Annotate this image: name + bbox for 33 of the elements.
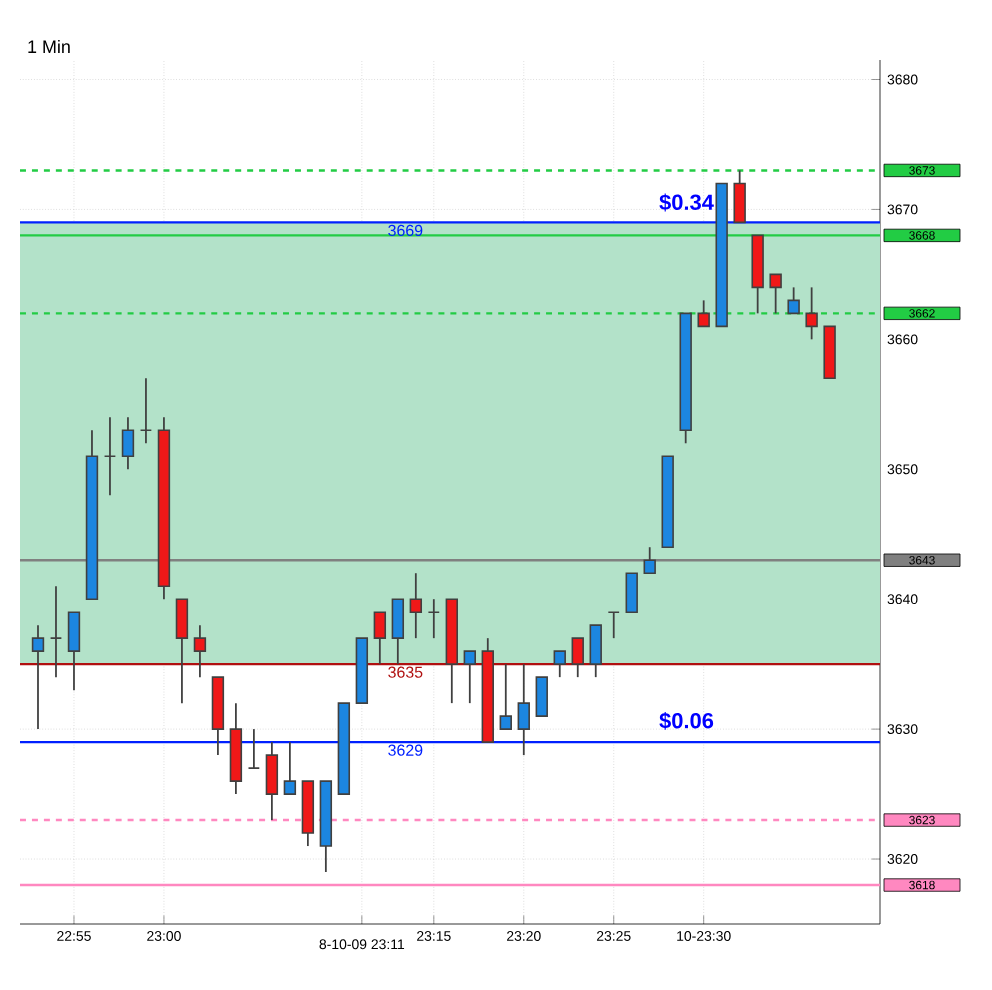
annotation: $0.06 xyxy=(659,711,714,730)
candlestick xyxy=(553,650,566,679)
candlestick xyxy=(589,624,602,679)
candlestick xyxy=(643,546,656,575)
candlestick xyxy=(391,598,405,666)
candlestick xyxy=(517,663,530,756)
candlestick xyxy=(139,377,153,445)
candlestick xyxy=(265,741,279,821)
annotation: $0.34 xyxy=(659,193,714,212)
candlestick xyxy=(283,741,297,795)
candlestick xyxy=(409,572,423,640)
chart-title: 1 Min xyxy=(28,39,70,53)
candlestick xyxy=(247,728,261,769)
candlestick xyxy=(769,273,782,315)
candlestick xyxy=(499,663,512,731)
candlestick xyxy=(373,611,387,666)
candlestick xyxy=(571,637,584,679)
candlestick xyxy=(805,286,818,341)
candlestick xyxy=(193,624,207,679)
candlestick xyxy=(607,611,620,640)
candlestick xyxy=(463,650,476,705)
candlestick xyxy=(697,299,710,328)
candlestick xyxy=(175,598,189,705)
candlestick xyxy=(67,611,81,692)
candlestick xyxy=(787,286,800,315)
candlestick xyxy=(103,416,117,497)
candlestick xyxy=(625,572,638,613)
candlestick xyxy=(49,585,63,679)
candlestick xyxy=(427,598,441,640)
candlestick xyxy=(535,676,548,717)
candlestick xyxy=(121,416,135,471)
candlestick xyxy=(733,169,746,224)
candlestick xyxy=(31,624,45,731)
